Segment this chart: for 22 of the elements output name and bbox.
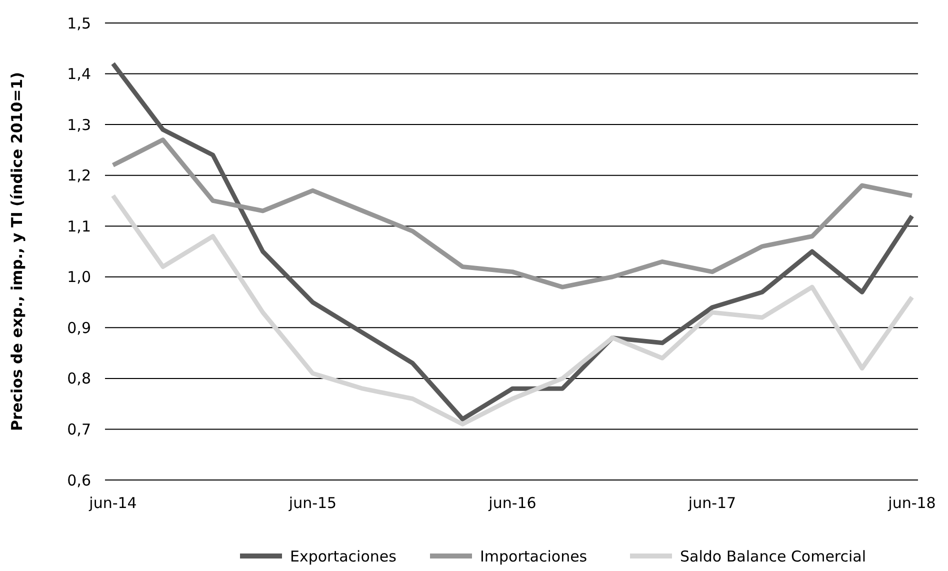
x-tick-label: jun-17: [687, 494, 736, 512]
y-tick-label: 1,4: [67, 65, 91, 84]
line-series: [110, 138, 914, 290]
y-tick-label: 1,5: [67, 14, 91, 32]
line-series: [110, 61, 914, 422]
y-tick-label: 0,9: [67, 318, 91, 337]
x-tick-label: jun-18: [887, 494, 936, 512]
y-tick-label: 1,2: [67, 166, 91, 185]
legend-label: Saldo Balance Comercial: [680, 547, 866, 566]
x-tick-label: jun-16: [488, 494, 536, 512]
legend-label: Exportaciones: [290, 547, 397, 566]
x-tick-label: jun-14: [88, 494, 137, 512]
y-tick-label: 1,3: [67, 116, 91, 134]
y-tick-label: 0,8: [67, 370, 91, 388]
y-tick-label: 1,0: [67, 268, 91, 286]
y-axis-title: Precios de exp., imp., y TI (índice 2010=1): [8, 72, 26, 432]
y-tick-label: 0,6: [67, 471, 91, 490]
y-tick-label: 1,1: [67, 217, 91, 236]
x-tick-label: jun-15: [288, 494, 337, 512]
y-tick-label: 0,7: [67, 420, 91, 438]
legend-label: Importaciones: [480, 547, 588, 566]
line-series: [110, 193, 914, 426]
